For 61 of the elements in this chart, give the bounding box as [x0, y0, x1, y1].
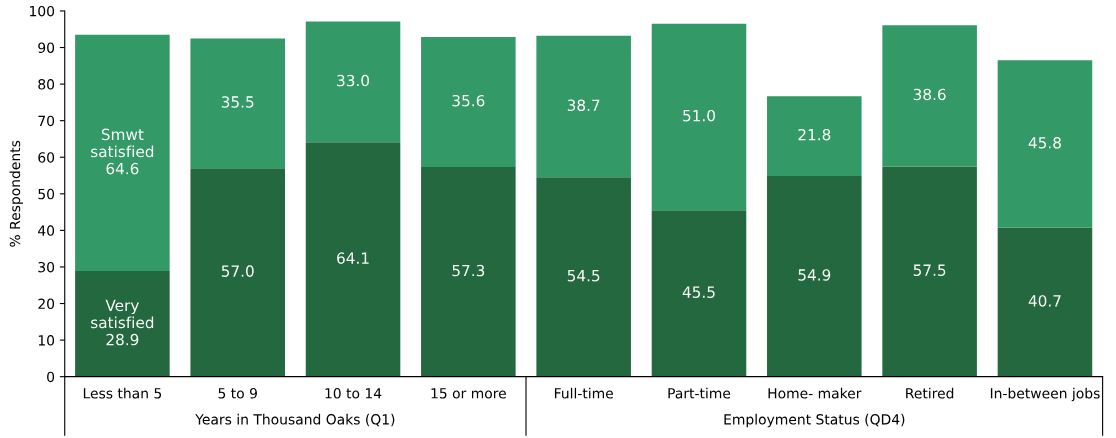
series-label: Very satisfied — [91, 299, 154, 329]
y-tick-label: 60 — [38, 152, 55, 163]
x-tick-label: Less than 5 — [83, 387, 162, 399]
bar — [190, 38, 285, 169]
data-label: 38.7 — [567, 99, 600, 112]
data-label: 35.5 — [221, 96, 254, 108]
bar — [651, 210, 747, 377]
data-label: 33.0 — [337, 74, 370, 87]
bar — [305, 142, 401, 377]
x-tick-label: 15 or more — [431, 388, 506, 399]
bar — [997, 60, 1093, 228]
y-tick-label: 90 — [38, 42, 55, 53]
x-tick-label: Retired — [906, 387, 954, 399]
bar — [997, 227, 1093, 377]
data-label: 57.5 — [913, 264, 946, 276]
data-label: 54.5 — [567, 270, 600, 282]
bar — [421, 36, 516, 168]
y-tick-label: 40 — [38, 225, 55, 236]
y-axis-title: % Respondents — [9, 140, 23, 247]
data-label: 35.6 — [452, 94, 485, 107]
y-tick-label: 80 — [38, 79, 55, 90]
series-label: Smwt satisfied — [91, 128, 154, 158]
bar — [75, 34, 170, 271]
text: Years in Thousand Oaks (Q1) — [195, 413, 395, 427]
bar — [882, 25, 977, 167]
bar — [767, 175, 862, 377]
data-label: 57.0 — [221, 265, 254, 277]
y-tick-label: 50 — [38, 188, 55, 200]
data-label: 57.3 — [452, 264, 485, 277]
data-label: 40.7 — [1028, 295, 1061, 307]
x-tick-label: Full-time — [554, 387, 613, 399]
bar — [75, 270, 170, 377]
text: Employment Status (QD4) — [724, 413, 905, 428]
data-label: 64.1 — [337, 252, 369, 264]
bar — [305, 21, 401, 143]
data-label: 54.9 — [798, 269, 831, 281]
x-tick-label: Part-time — [668, 387, 731, 399]
bar — [536, 177, 631, 377]
x-tick-label: In-between jobs — [990, 387, 1100, 402]
y-tick-label: 100 — [30, 5, 55, 17]
x-tick-label: Home- maker — [768, 387, 862, 399]
bar — [190, 168, 285, 377]
bar — [421, 167, 516, 377]
y-tick-label: 10 — [38, 335, 55, 346]
bar — [767, 96, 862, 176]
data-label: 45.8 — [1028, 136, 1061, 149]
data-label: 51.0 — [683, 109, 715, 122]
y-tick-label: 20 — [38, 298, 55, 310]
data-label: 21.8 — [798, 128, 831, 141]
y-tick-label: 70 — [38, 115, 55, 127]
x-tick-label: 5 to 9 — [218, 388, 257, 399]
x-tick-label: 10 to 14 — [325, 388, 382, 399]
y-tick-label: 0 — [47, 371, 55, 383]
y-tick-label: 30 — [38, 261, 55, 273]
bar — [651, 23, 747, 211]
data-label: 38.6 — [913, 88, 946, 101]
data-label: 64.6 — [106, 162, 139, 175]
data-label: 45.5 — [682, 286, 715, 298]
data-label: 28.9 — [106, 333, 139, 346]
bar — [536, 35, 631, 178]
bar — [882, 166, 977, 377]
